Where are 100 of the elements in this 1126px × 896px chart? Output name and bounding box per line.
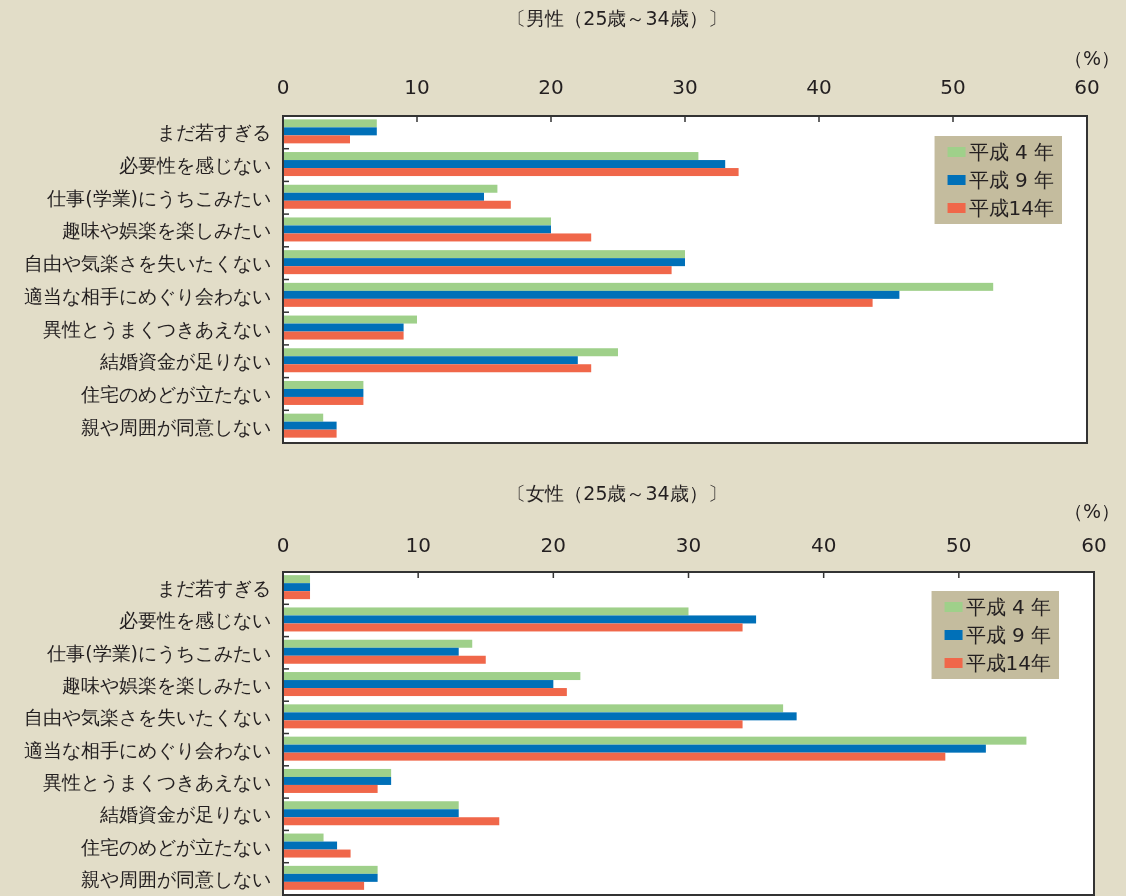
bar xyxy=(283,160,726,169)
bar xyxy=(283,119,377,128)
bar xyxy=(283,615,757,624)
bar xyxy=(283,712,797,721)
x-tick-label: 20 xyxy=(538,75,564,99)
bar xyxy=(283,217,551,226)
y-tick-label: 住宅のめどが立たない xyxy=(80,382,271,405)
bar xyxy=(283,421,337,430)
bar xyxy=(283,575,311,584)
bar xyxy=(283,591,311,600)
y-tick-label: まだ若すぎる xyxy=(157,577,271,600)
y-tick-label: 親や周囲が同意しない xyxy=(81,867,271,890)
bar xyxy=(283,364,592,373)
y-tick-label: まだ若すぎる xyxy=(157,121,271,144)
x-tick-label: 10 xyxy=(404,75,430,99)
bar xyxy=(283,323,404,332)
bar xyxy=(283,396,364,405)
y-tick-label: 住宅のめどが立たない xyxy=(80,835,271,858)
y-tick-label: 必要性を感じない xyxy=(119,154,271,177)
x-tick-label: 30 xyxy=(675,533,702,557)
bar xyxy=(283,680,554,689)
y-tick-label: 適当な相手にめぐり会わない xyxy=(24,738,271,761)
chart-title: 〔男性（25歳～34歳）〕 xyxy=(507,7,727,29)
x-tick-label: 40 xyxy=(810,533,837,557)
bar xyxy=(283,233,592,242)
bar xyxy=(283,736,1027,745)
bar xyxy=(283,127,377,136)
x-tick-label: 50 xyxy=(940,75,966,99)
y-tick-label: 結婚資金が足りない xyxy=(99,803,271,826)
legend-label: 平成 9 年 xyxy=(965,623,1051,647)
bar xyxy=(283,225,551,234)
y-tick-label: 結婚資金が足りない xyxy=(99,350,271,373)
legend-label: 平成14年 xyxy=(968,196,1054,220)
bar xyxy=(283,356,578,365)
bar xyxy=(283,607,689,616)
y-tick-label: 趣味や娯楽を楽しみたい xyxy=(62,219,271,242)
y-tick-label: 仕事(学業)にうちこみたい xyxy=(46,641,271,664)
y-tick-label: 自由や気楽さを失いたくない xyxy=(24,706,271,729)
bar xyxy=(283,720,743,729)
x-tick-label: 40 xyxy=(806,75,832,99)
bar xyxy=(283,152,699,161)
y-tick-label: 異性とうまくつきあえない xyxy=(43,770,271,793)
y-tick-label: 趣味や娯楽を楽しみたい xyxy=(62,674,271,697)
bar xyxy=(283,184,498,193)
bar xyxy=(283,348,618,357)
bar xyxy=(283,776,392,785)
bar xyxy=(283,752,946,761)
bar xyxy=(283,258,685,267)
bar xyxy=(283,672,581,681)
bar xyxy=(283,168,739,177)
legend-label: 平成 9 年 xyxy=(968,168,1054,192)
legend-label: 平成14年 xyxy=(965,651,1051,675)
y-tick-label: 仕事(学業)にうちこみたい xyxy=(46,186,271,209)
bar xyxy=(283,583,311,592)
bar xyxy=(283,704,784,713)
y-tick-label: 親や周囲が同意しない xyxy=(81,415,271,438)
x-tick-label: 30 xyxy=(672,75,698,99)
bar xyxy=(283,282,994,291)
bar xyxy=(283,135,350,144)
y-tick-label: 自由や気楽さを失いたくない xyxy=(24,252,271,275)
bar xyxy=(283,873,378,882)
bar xyxy=(283,841,338,850)
x-tick-label: 20 xyxy=(540,533,567,557)
bar xyxy=(283,200,511,209)
bar xyxy=(283,266,672,275)
bar xyxy=(283,768,392,777)
bar xyxy=(283,290,900,299)
chart-title: 〔女性（25歳～34歳）〕 xyxy=(507,482,727,504)
bar xyxy=(283,380,364,389)
bar xyxy=(283,413,324,422)
x-tick-label: 60 xyxy=(1081,533,1107,557)
bar xyxy=(283,849,351,858)
bar xyxy=(283,192,484,201)
bar xyxy=(283,639,473,648)
bar xyxy=(283,298,873,307)
y-tick-label: 適当な相手にめぐり会わない xyxy=(24,284,271,307)
bar xyxy=(283,744,986,753)
x-tick-label: 50 xyxy=(946,533,972,557)
bar xyxy=(283,817,500,826)
x-tick-label: 0 xyxy=(276,533,290,557)
bar xyxy=(283,809,459,818)
legend-label: 平成 4 年 xyxy=(968,140,1054,164)
bar xyxy=(283,429,337,438)
bar xyxy=(283,250,685,259)
x-tick-label: 0 xyxy=(276,75,290,99)
bar xyxy=(283,655,486,664)
y-tick-label: 異性とうまくつきあえない xyxy=(43,317,271,340)
bar xyxy=(283,784,378,793)
bar xyxy=(283,833,324,842)
bar xyxy=(283,388,364,397)
x-tick-label: 60 xyxy=(1074,75,1100,99)
bar xyxy=(283,623,743,632)
bar xyxy=(283,881,365,890)
bar xyxy=(283,801,459,810)
bar xyxy=(283,315,417,324)
legend-label: 平成 4 年 xyxy=(965,595,1051,619)
x-axis-title: （%） xyxy=(1063,500,1120,522)
x-tick-label: 10 xyxy=(405,533,431,557)
bar xyxy=(283,865,378,874)
bar xyxy=(283,688,567,697)
